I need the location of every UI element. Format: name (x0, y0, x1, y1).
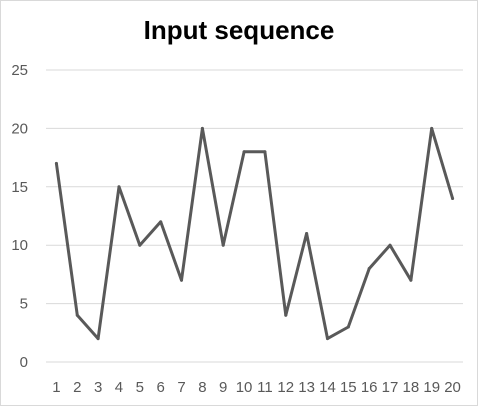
data-point (221, 243, 225, 247)
y-tick-label: 10 (11, 237, 28, 254)
data-point (138, 243, 142, 247)
x-tick-label: 3 (94, 379, 102, 396)
data-point (263, 150, 267, 154)
data-point (75, 313, 79, 317)
x-tick-label: 12 (277, 379, 294, 396)
data-point (367, 267, 371, 271)
data-point (180, 278, 184, 282)
y-tick-label: 20 (11, 120, 28, 137)
x-tick-label: 2 (73, 379, 81, 396)
data-point (388, 243, 392, 247)
data-point (305, 232, 309, 236)
data-point (54, 161, 58, 165)
x-tick-label: 14 (319, 379, 336, 396)
x-tick-label: 4 (115, 379, 123, 396)
x-tick-label: 7 (177, 379, 185, 396)
x-tick-label: 9 (219, 379, 227, 396)
series-line (54, 126, 455, 341)
y-tick-label: 5 (20, 296, 28, 313)
data-point (451, 196, 455, 200)
data-point (200, 126, 204, 130)
data-point (325, 337, 329, 341)
x-tick-label: 5 (136, 379, 144, 396)
chart-title: Input sequence (143, 15, 335, 45)
x-tick-label: 10 (236, 379, 253, 396)
x-tick-label: 1 (52, 379, 60, 396)
data-point (284, 313, 288, 317)
y-tick-label: 15 (11, 179, 28, 196)
x-tick-label: 18 (403, 379, 420, 396)
x-tick-label: 19 (423, 379, 440, 396)
data-point (346, 325, 350, 329)
y-tick-label: 0 (20, 354, 28, 371)
x-tick-label: 11 (257, 379, 273, 396)
x-tick-label: 6 (157, 379, 165, 396)
data-point (430, 126, 434, 130)
x-tick-label: 8 (198, 379, 206, 396)
x-tick-label: 17 (382, 379, 399, 396)
y-tick-label: 25 (11, 62, 28, 79)
data-point (409, 278, 413, 282)
data-point (117, 185, 121, 189)
x-tick-label: 16 (361, 379, 378, 396)
x-tick-label: 20 (444, 379, 461, 396)
x-tick-label: 15 (340, 379, 357, 396)
data-point (242, 150, 246, 154)
x-tick-label: 13 (298, 379, 315, 396)
data-point (159, 220, 163, 224)
data-point (96, 337, 100, 341)
